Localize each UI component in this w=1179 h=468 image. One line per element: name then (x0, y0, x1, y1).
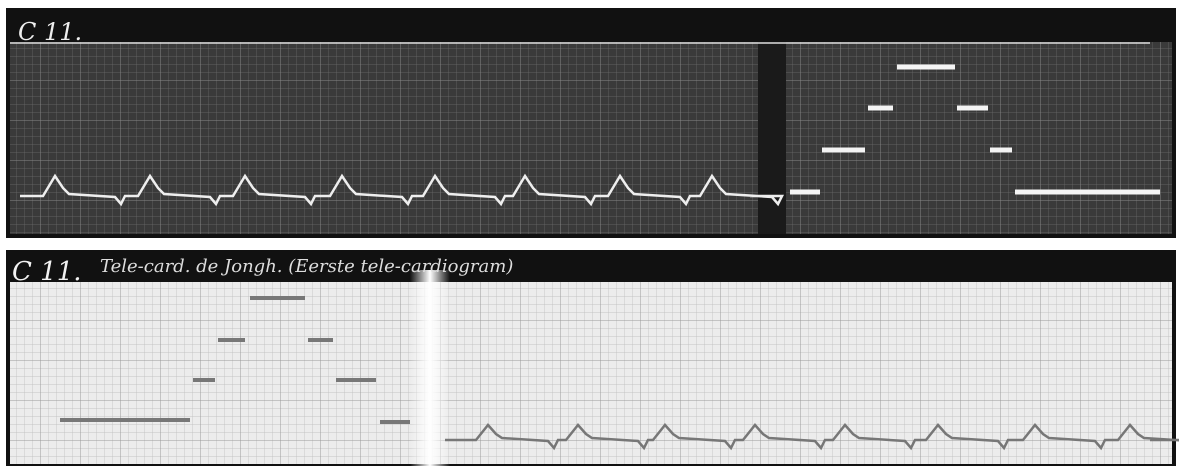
strip-label: C 11. (12, 257, 82, 287)
calibration-steps (790, 64, 1160, 195)
calibration-steps (60, 296, 410, 424)
gap (758, 42, 786, 234)
bottom-strip: C 11. Tele-card. de Jongh. (Eerste tele-… (6, 250, 1179, 466)
strip-label: C 11. (18, 18, 82, 46)
light-band (410, 270, 450, 466)
top-strip: C 11. (6, 8, 1176, 238)
ecg-trace (20, 173, 785, 207)
ecg-trace (445, 423, 1179, 451)
caption: Tele-card. de Jongh. (Eerste tele-cardio… (100, 256, 513, 277)
grid-major (10, 282, 1172, 464)
